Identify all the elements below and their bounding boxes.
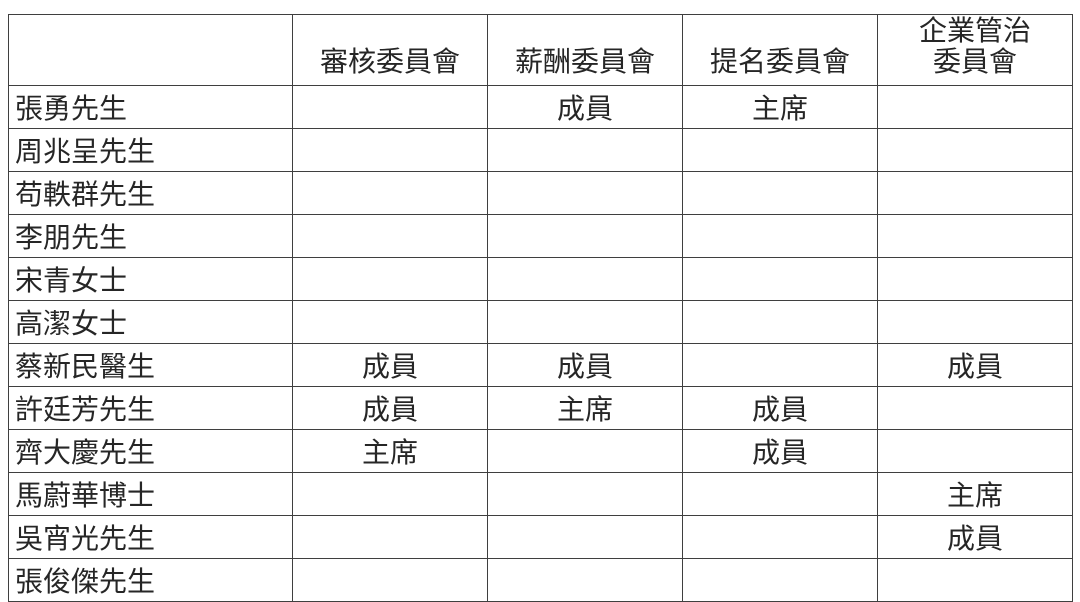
role-cell-remuneration: 成員 (487, 342, 683, 387)
table-row: 許廷芳先生 成員 主席 成員 (8, 385, 1073, 430)
table-row: 苟軼群先生 (8, 170, 1073, 215)
table-row: 李朋先生 (8, 213, 1073, 258)
column-header-label-line2: 委員會 (932, 45, 1017, 79)
role-cell-nomination: 主席 (682, 84, 878, 129)
role-cell-nomination (682, 471, 878, 516)
role-cell-audit (292, 213, 488, 258)
table-row: 蔡新民醫生 成員 成員 成員 (8, 342, 1073, 387)
table-row: 宋青女士 (8, 256, 1073, 301)
column-header-corporate-governance-committee: 企業管治 委員會 (877, 14, 1073, 86)
role-cell-remuneration: 成員 (487, 84, 683, 129)
table-row: 周兆呈先生 (8, 127, 1073, 172)
role-cell-corporate-governance: 成員 (877, 514, 1073, 559)
role-cell-nomination: 成員 (682, 428, 878, 473)
role-cell-audit (292, 84, 488, 129)
column-header-nomination-committee: 提名委員會 (682, 14, 878, 86)
table-row: 高潔女士 (8, 299, 1073, 344)
column-header-label: 審核委員會 (319, 45, 460, 79)
committee-membership-table: 審核委員會 薪酬委員會 提名委員會 企業管治 委員會 張勇先生 成員 主席 (8, 14, 1073, 602)
role-cell-audit (292, 256, 488, 301)
role-cell-nomination (682, 557, 878, 602)
role-cell-remuneration (487, 127, 683, 172)
role-cell-nomination (682, 256, 878, 301)
role-cell-nomination: 成員 (682, 385, 878, 430)
column-header-label-line1: 企業管治 (918, 14, 1031, 47)
role-cell-audit: 主席 (292, 428, 488, 473)
column-header-label: 提名委員會 (709, 45, 850, 79)
role-cell-corporate-governance (877, 213, 1073, 258)
role-cell-corporate-governance (877, 385, 1073, 430)
table-header-row: 審核委員會 薪酬委員會 提名委員會 企業管治 委員會 (8, 14, 1073, 86)
role-cell-audit (292, 514, 488, 559)
role-cell-corporate-governance (877, 127, 1073, 172)
role-cell-nomination (682, 342, 878, 387)
role-cell-remuneration (487, 170, 683, 215)
role-cell-audit (292, 557, 488, 602)
column-header-label: 薪酬委員會 (514, 45, 655, 79)
role-cell-nomination (682, 170, 878, 215)
member-name-cell: 李朋先生 (8, 213, 293, 258)
role-cell-remuneration (487, 557, 683, 602)
role-cell-audit: 成員 (292, 385, 488, 430)
member-name-cell: 蔡新民醫生 (8, 342, 293, 387)
document-page: 審核委員會 薪酬委員會 提名委員會 企業管治 委員會 張勇先生 成員 主席 (8, 14, 1073, 602)
role-cell-corporate-governance (877, 428, 1073, 473)
role-cell-corporate-governance (877, 557, 1073, 602)
role-cell-nomination (682, 514, 878, 559)
role-cell-audit (292, 299, 488, 344)
role-cell-nomination (682, 127, 878, 172)
table-row: 齊大慶先生 主席 成員 (8, 428, 1073, 473)
member-name-cell: 苟軼群先生 (8, 170, 293, 215)
column-header-remuneration-committee: 薪酬委員會 (487, 14, 683, 86)
member-name-cell: 張俊傑先生 (8, 557, 293, 602)
member-name-cell: 吳宵光先生 (8, 514, 293, 559)
member-name-cell: 周兆呈先生 (8, 127, 293, 172)
table-row: 吳宵光先生 成員 (8, 514, 1073, 559)
member-name-cell: 張勇先生 (8, 84, 293, 129)
member-name-column-header (8, 14, 293, 86)
role-cell-remuneration (487, 514, 683, 559)
role-cell-corporate-governance (877, 299, 1073, 344)
member-name-cell: 高潔女士 (8, 299, 293, 344)
member-name-cell: 齊大慶先生 (8, 428, 293, 473)
table-row: 張俊傑先生 (8, 557, 1073, 602)
role-cell-corporate-governance (877, 170, 1073, 215)
role-cell-remuneration (487, 471, 683, 516)
role-cell-remuneration (487, 256, 683, 301)
role-cell-nomination (682, 213, 878, 258)
role-cell-audit: 成員 (292, 342, 488, 387)
role-cell-remuneration (487, 299, 683, 344)
role-cell-corporate-governance (877, 84, 1073, 129)
role-cell-remuneration: 主席 (487, 385, 683, 430)
table-row: 馬蔚華博士 主席 (8, 471, 1073, 516)
member-name-cell: 馬蔚華博士 (8, 471, 293, 516)
role-cell-audit (292, 170, 488, 215)
column-header-audit-committee: 審核委員會 (292, 14, 488, 86)
member-name-cell: 宋青女士 (8, 256, 293, 301)
member-name-cell: 許廷芳先生 (8, 385, 293, 430)
table-row: 張勇先生 成員 主席 (8, 84, 1073, 129)
role-cell-corporate-governance (877, 256, 1073, 301)
role-cell-remuneration (487, 428, 683, 473)
role-cell-corporate-governance: 成員 (877, 342, 1073, 387)
role-cell-audit (292, 471, 488, 516)
role-cell-nomination (682, 299, 878, 344)
role-cell-audit (292, 127, 488, 172)
role-cell-corporate-governance: 主席 (877, 471, 1073, 516)
role-cell-remuneration (487, 213, 683, 258)
